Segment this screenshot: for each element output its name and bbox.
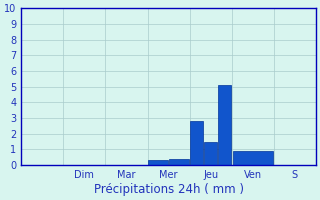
Bar [233, 151, 273, 165]
Bar [218, 85, 231, 165]
X-axis label: Précipitations 24h ( mm ): Précipitations 24h ( mm ) [93, 183, 244, 196]
Bar [190, 121, 203, 165]
Bar [148, 160, 168, 165]
Bar [169, 159, 189, 165]
Bar [204, 142, 217, 165]
